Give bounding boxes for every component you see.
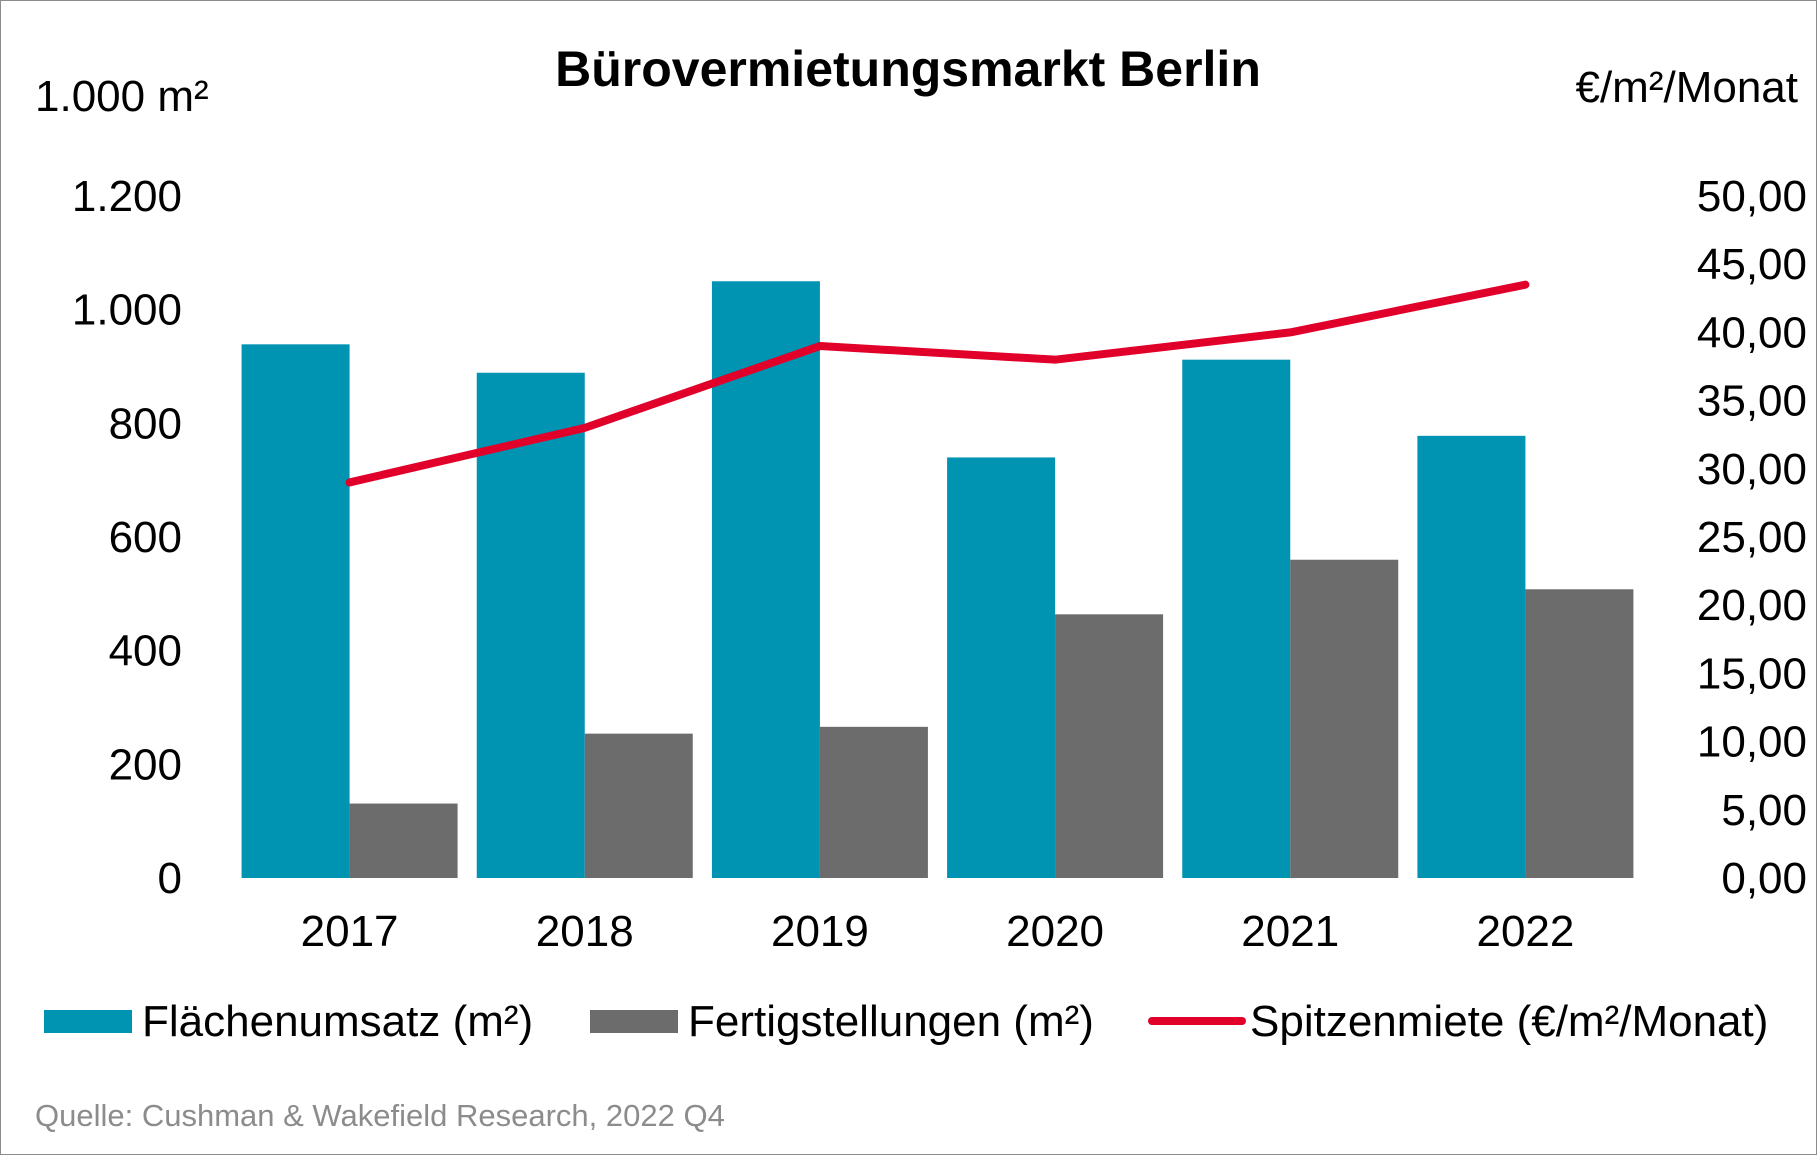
right-tick-label: 15,00 xyxy=(1697,649,1807,698)
bar-fertigstellungen-2018 xyxy=(584,733,693,878)
bar-flaechenumsatz-2020 xyxy=(947,457,1056,878)
bar-fertigstellungen-2022 xyxy=(1525,589,1634,878)
bar-flaechenumsatz-2017 xyxy=(241,344,350,879)
legend-swatch-fertigstellungen xyxy=(590,1010,678,1033)
bars xyxy=(241,281,1634,879)
bar-flaechenumsatz-2022 xyxy=(1417,435,1526,878)
left-tick-label: 800 xyxy=(109,399,182,448)
left-tick-label: 0 xyxy=(158,854,182,903)
right-tick-label: 45,00 xyxy=(1697,240,1807,289)
right-tick-label: 35,00 xyxy=(1697,377,1807,426)
right-tick-label: 5,00 xyxy=(1721,786,1807,835)
legend: Flächenumsatz (m²) Fertigstellungen (m²)… xyxy=(44,997,1768,1046)
right-tick-label: 0,00 xyxy=(1721,854,1807,903)
legend-swatch-flaechenumsatz xyxy=(44,1010,132,1033)
legend-label-fertigstellungen: Fertigstellungen (m²) xyxy=(688,997,1094,1046)
x-tick-label-2018: 2018 xyxy=(536,907,634,956)
right-tick-label: 50,00 xyxy=(1697,172,1807,221)
right-axis-ticks: 0,00 5,00 10,00 15,00 20,00 25,00 30,00 35,00 40… xyxy=(1697,172,1807,903)
left-tick-label: 1.000 xyxy=(72,286,182,335)
left-axis-ticks: 0 200 400 600 800 1.000 1.200 xyxy=(72,172,182,903)
bar-fertigstellungen-2019 xyxy=(819,726,928,878)
bar-flaechenumsatz-2021 xyxy=(1182,359,1291,878)
line-spitzenmiete xyxy=(345,280,1530,487)
x-tick-label-2021: 2021 xyxy=(1241,907,1339,956)
source-note: Quelle: Cushman & Wakefield Research, 20… xyxy=(35,1098,725,1133)
left-tick-label: 600 xyxy=(109,513,182,562)
bar-flaechenumsatz-2018 xyxy=(476,372,585,878)
legend-label-spitzenmiete: Spitzenmiete (€/m²/Monat) xyxy=(1250,997,1768,1046)
chart-title: Bürovermietungsmarkt Berlin xyxy=(555,41,1261,97)
bar-fertigstellungen-2017 xyxy=(349,803,458,878)
bar-fertigstellungen-2020 xyxy=(1055,614,1164,878)
x-axis-ticks: 2017 2018 2019 2020 2021 2022 xyxy=(301,907,1575,956)
right-tick-label: 10,00 xyxy=(1697,718,1807,767)
rent-line xyxy=(345,280,1530,487)
left-tick-label: 400 xyxy=(109,627,182,676)
bar-flaechenumsatz-2019 xyxy=(711,281,820,878)
left-tick-label: 1.200 xyxy=(72,172,182,221)
right-tick-label: 40,00 xyxy=(1697,308,1807,357)
left-tick-label: 200 xyxy=(109,740,182,789)
right-axis-unit: €/m²/Monat xyxy=(1575,63,1798,112)
legend-label-flaechenumsatz: Flächenumsatz (m²) xyxy=(142,997,533,1046)
left-axis-unit: 1.000 m² xyxy=(35,72,209,121)
x-tick-label-2019: 2019 xyxy=(771,907,869,956)
right-tick-label: 25,00 xyxy=(1697,513,1807,562)
bar-fertigstellungen-2021 xyxy=(1290,559,1399,878)
x-tick-label-2017: 2017 xyxy=(301,907,399,956)
x-tick-label-2022: 2022 xyxy=(1476,907,1574,956)
right-tick-label: 30,00 xyxy=(1697,445,1807,494)
x-tick-label-2020: 2020 xyxy=(1006,907,1104,956)
right-tick-label: 20,00 xyxy=(1697,581,1807,630)
